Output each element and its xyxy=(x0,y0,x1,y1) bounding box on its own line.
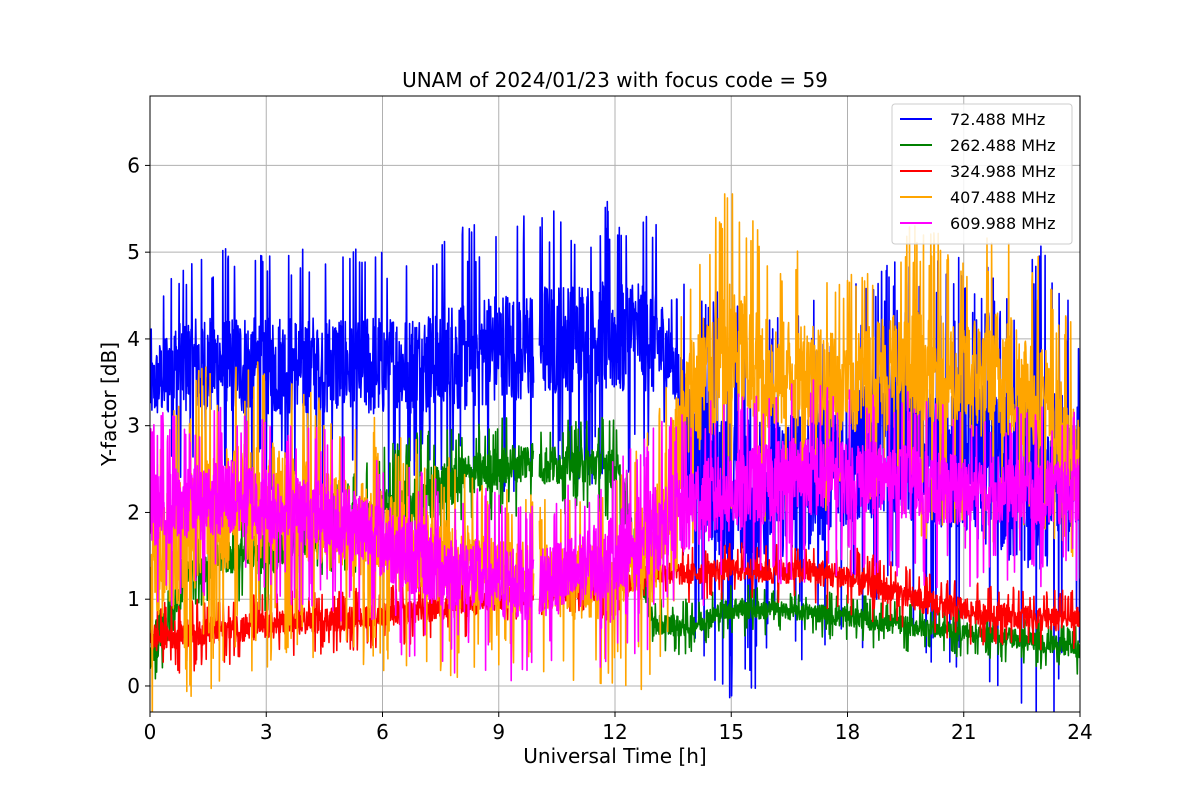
y-tick-label: 4 xyxy=(127,327,140,351)
y-axis-label: Y-factor [dB] xyxy=(97,342,121,467)
x-tick-label: 9 xyxy=(492,720,505,744)
chart-legend: 72.488 MHz 262.488 MHz 324.988 MHz 407.488 … xyxy=(891,103,1073,245)
chart-title: UNAM of 2024/01/23 with focus code = 59 xyxy=(402,68,828,92)
legend-label: 72.488 MHz xyxy=(950,110,1045,129)
legend-box xyxy=(891,103,1073,245)
y-tick-label: 6 xyxy=(127,153,140,177)
y-tick-label: 1 xyxy=(127,587,140,611)
x-tick-label: 24 xyxy=(1067,720,1092,744)
legend-label: 407.488 MHz xyxy=(950,188,1055,207)
y-tick-label: 0 xyxy=(127,674,140,698)
y-tick-label: 2 xyxy=(127,500,140,524)
x-tick-label: 18 xyxy=(835,720,860,744)
series-clip-group xyxy=(150,193,1080,712)
y-axis-ticks: 0 1 2 3 4 5 6 xyxy=(127,153,150,698)
x-tick-label: 0 xyxy=(144,720,157,744)
y-tick-label: 3 xyxy=(127,414,140,438)
x-tick-label: 15 xyxy=(719,720,744,744)
legend-label: 262.488 MHz xyxy=(950,136,1055,155)
legend-label: 324.988 MHz xyxy=(950,162,1055,181)
x-tick-label: 21 xyxy=(951,720,976,744)
x-tick-label: 6 xyxy=(376,720,389,744)
legend-label: 609.988 MHz xyxy=(950,214,1055,233)
x-axis-ticks: 0 3 6 9 12 15 18 21 24 xyxy=(144,712,1093,744)
x-tick-label: 3 xyxy=(260,720,273,744)
series-line-4 xyxy=(150,379,1080,682)
x-axis-label: Universal Time [h] xyxy=(523,744,706,768)
y-tick-label: 5 xyxy=(127,240,140,264)
data-series-layer xyxy=(150,193,1080,712)
x-tick-label: 12 xyxy=(602,720,627,744)
